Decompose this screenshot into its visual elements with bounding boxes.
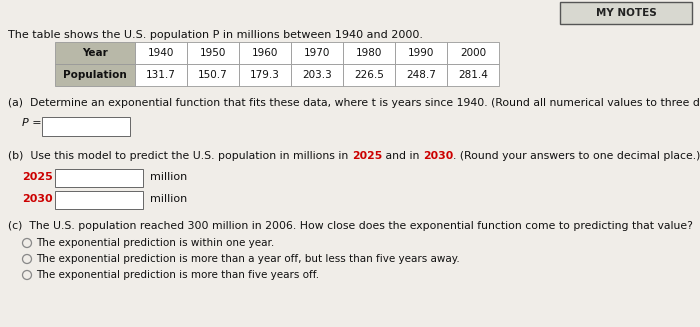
Text: 2025: 2025 — [351, 151, 382, 161]
FancyBboxPatch shape — [239, 42, 291, 64]
FancyBboxPatch shape — [42, 117, 130, 136]
FancyBboxPatch shape — [343, 64, 395, 86]
Text: 281.4: 281.4 — [458, 70, 488, 80]
Text: The exponential prediction is within one year.: The exponential prediction is within one… — [36, 238, 274, 248]
Text: 226.5: 226.5 — [354, 70, 384, 80]
Text: 248.7: 248.7 — [406, 70, 436, 80]
Text: The table shows the U.S. population P in millions between 1940 and 2000.: The table shows the U.S. population P in… — [8, 30, 423, 40]
Text: (b)  Use this model to predict the U.S. population in millions in: (b) Use this model to predict the U.S. p… — [8, 151, 351, 161]
Text: (c)  The U.S. population reached 300 million in 2006. How close does the exponen: (c) The U.S. population reached 300 mill… — [8, 221, 693, 231]
FancyBboxPatch shape — [239, 64, 291, 86]
Text: . (Round your answers to one decimal place.): . (Round your answers to one decimal pla… — [453, 151, 700, 161]
Text: 1950: 1950 — [199, 48, 226, 58]
FancyBboxPatch shape — [55, 42, 135, 64]
FancyBboxPatch shape — [447, 42, 499, 64]
FancyBboxPatch shape — [291, 42, 343, 64]
Text: 1980: 1980 — [356, 48, 382, 58]
FancyBboxPatch shape — [560, 2, 692, 24]
FancyBboxPatch shape — [135, 64, 187, 86]
Text: million: million — [150, 194, 188, 204]
FancyBboxPatch shape — [187, 42, 239, 64]
Text: 1940: 1940 — [148, 48, 174, 58]
Text: 2030: 2030 — [22, 194, 52, 204]
Text: 131.7: 131.7 — [146, 70, 176, 80]
FancyBboxPatch shape — [291, 64, 343, 86]
FancyBboxPatch shape — [55, 64, 135, 86]
Text: 2030: 2030 — [423, 151, 453, 161]
Text: Year: Year — [82, 48, 108, 58]
Text: 1990: 1990 — [408, 48, 434, 58]
Text: (a)  Determine an exponential function that fits these data, where t is years si: (a) Determine an exponential function th… — [8, 98, 700, 108]
Text: 1970: 1970 — [304, 48, 330, 58]
FancyBboxPatch shape — [395, 42, 447, 64]
Text: 2025: 2025 — [22, 172, 52, 182]
Text: P =: P = — [22, 118, 41, 128]
Text: 2000: 2000 — [460, 48, 486, 58]
FancyBboxPatch shape — [395, 64, 447, 86]
FancyBboxPatch shape — [187, 64, 239, 86]
Text: and in: and in — [382, 151, 423, 161]
Text: The exponential prediction is more than a year off, but less than five years awa: The exponential prediction is more than … — [36, 254, 460, 264]
FancyBboxPatch shape — [55, 169, 143, 187]
Text: MY NOTES: MY NOTES — [596, 8, 657, 18]
Text: Population: Population — [63, 70, 127, 80]
Text: 179.3: 179.3 — [250, 70, 280, 80]
FancyBboxPatch shape — [343, 42, 395, 64]
FancyBboxPatch shape — [447, 64, 499, 86]
Text: 1960: 1960 — [252, 48, 278, 58]
Text: 150.7: 150.7 — [198, 70, 228, 80]
Text: 203.3: 203.3 — [302, 70, 332, 80]
FancyBboxPatch shape — [55, 191, 143, 209]
FancyBboxPatch shape — [135, 42, 187, 64]
Text: The exponential prediction is more than five years off.: The exponential prediction is more than … — [36, 270, 319, 280]
Text: million: million — [150, 172, 188, 182]
